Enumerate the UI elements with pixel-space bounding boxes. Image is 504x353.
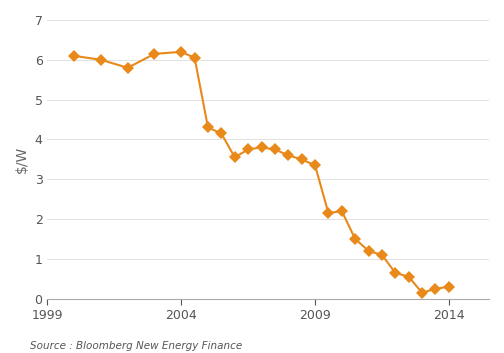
Text: Source : Bloomberg New Energy Finance: Source : Bloomberg New Energy Finance (30, 341, 242, 351)
Y-axis label: $/W: $/W (15, 146, 29, 173)
